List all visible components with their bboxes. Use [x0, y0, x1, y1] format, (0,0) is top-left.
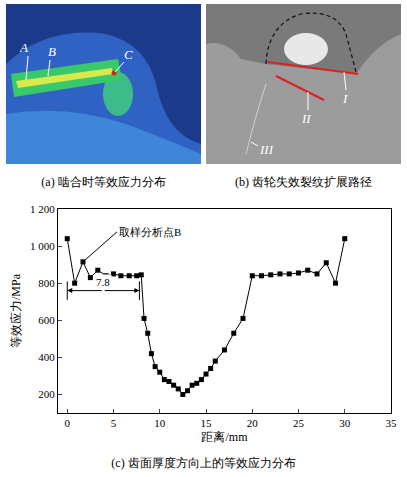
svg-text:距离/mm: 距离/mm	[201, 430, 248, 444]
html-text:(b) 齿轮失效裂纹扩展路径: (b) 齿轮失效裂纹扩展路径	[235, 175, 372, 189]
svg-text:II: II	[301, 111, 311, 126]
svg-text:取样分析点B: 取样分析点B	[119, 226, 181, 238]
svg-text:等效应力/MPa: 等效应力/MPa	[9, 273, 23, 348]
svg-text:15: 15	[201, 417, 213, 429]
svg-text:A: A	[19, 40, 28, 55]
svg-text:400: 400	[38, 351, 55, 363]
svg-text:0: 0	[65, 417, 71, 429]
svg-text:800: 800	[38, 277, 55, 289]
svg-text:I: I	[342, 91, 348, 106]
svg-text:7.8: 7.8	[96, 276, 110, 288]
svg-text:C: C	[124, 47, 133, 62]
svg-text:10: 10	[154, 417, 166, 429]
svg-text:1 200: 1 200	[30, 203, 55, 215]
svg-text:B: B	[48, 44, 56, 59]
html-text:(a) 啮合时等效应力分布: (a) 啮合时等效应力分布	[41, 175, 166, 189]
svg-text:III: III	[259, 142, 274, 157]
svg-text:30: 30	[339, 417, 351, 429]
svg-text:25: 25	[293, 417, 305, 429]
svg-text:35: 35	[386, 417, 398, 429]
svg-text:20: 20	[247, 417, 259, 429]
svg-text:200: 200	[38, 388, 55, 400]
svg-text:5: 5	[111, 417, 117, 429]
svg-text:1 000: 1 000	[30, 240, 55, 252]
svg-text:600: 600	[38, 314, 55, 326]
html-text:(c) 齿面厚度方向上的等效应力分布: (c) 齿面厚度方向上的等效应力分布	[111, 456, 296, 470]
